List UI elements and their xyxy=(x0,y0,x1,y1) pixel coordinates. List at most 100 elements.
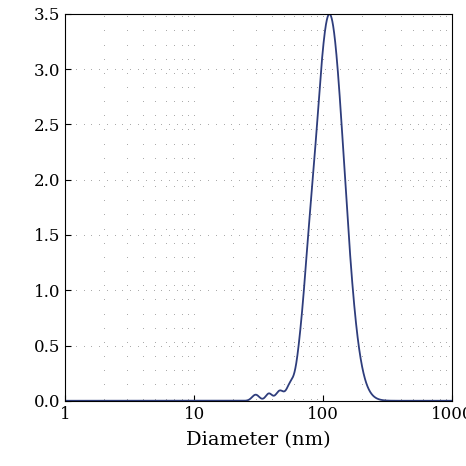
Point xyxy=(291,225,298,233)
Point xyxy=(173,397,181,404)
Point xyxy=(313,342,321,349)
Point xyxy=(178,211,185,218)
Point xyxy=(197,121,204,128)
Point xyxy=(319,197,327,204)
Point xyxy=(381,338,388,346)
Point xyxy=(442,338,450,346)
Point xyxy=(299,324,307,331)
Point xyxy=(142,121,150,128)
Point xyxy=(442,97,450,105)
Point xyxy=(381,182,388,190)
Point xyxy=(88,121,95,128)
Point xyxy=(191,211,198,218)
Point xyxy=(358,267,366,275)
Point xyxy=(151,168,159,176)
Point xyxy=(162,55,169,62)
Point xyxy=(299,352,307,360)
Point xyxy=(430,121,437,128)
Point xyxy=(119,342,126,349)
Point xyxy=(151,111,159,119)
Point xyxy=(448,111,456,119)
Point xyxy=(119,121,126,128)
Point xyxy=(178,83,185,91)
Point xyxy=(314,126,321,133)
Point xyxy=(414,121,422,128)
Point xyxy=(139,381,147,388)
Point xyxy=(111,176,118,184)
Point xyxy=(162,281,169,289)
Point xyxy=(299,310,307,317)
Point xyxy=(178,267,185,275)
Point xyxy=(139,211,147,218)
Point xyxy=(299,41,307,48)
Point xyxy=(178,253,185,260)
Point xyxy=(397,352,404,360)
Point xyxy=(358,168,366,176)
Point xyxy=(268,267,275,275)
Point xyxy=(259,66,266,73)
Point xyxy=(259,10,266,18)
Point xyxy=(381,111,388,119)
Point xyxy=(150,176,157,184)
Point xyxy=(397,281,404,289)
Point xyxy=(299,211,307,218)
Point xyxy=(229,182,237,190)
Point xyxy=(142,342,150,349)
Point xyxy=(410,225,417,233)
Point xyxy=(126,397,134,404)
Point xyxy=(281,395,288,402)
Point xyxy=(410,111,417,119)
Point xyxy=(299,83,307,91)
Point xyxy=(281,253,288,260)
Point xyxy=(319,41,327,48)
Point xyxy=(204,176,212,184)
Point xyxy=(319,366,327,374)
Point xyxy=(123,296,130,303)
Point xyxy=(344,231,352,239)
Point xyxy=(299,126,307,133)
Point xyxy=(268,69,275,76)
Point xyxy=(298,121,305,128)
Point xyxy=(185,324,192,331)
Point xyxy=(299,197,307,204)
Point xyxy=(171,211,178,218)
Point xyxy=(281,352,288,360)
Point xyxy=(134,176,142,184)
Point xyxy=(291,197,298,204)
Point xyxy=(445,287,453,294)
Point xyxy=(227,342,235,349)
Point xyxy=(313,231,321,239)
Point xyxy=(181,342,188,349)
Point xyxy=(185,97,192,105)
Point xyxy=(448,352,456,360)
Point xyxy=(173,342,181,349)
Point xyxy=(181,121,188,128)
Point xyxy=(229,352,237,360)
Point xyxy=(220,66,227,73)
Point xyxy=(358,324,366,331)
Point xyxy=(88,397,95,404)
Point xyxy=(282,121,289,128)
Point xyxy=(314,111,321,119)
Point xyxy=(181,66,188,73)
Point xyxy=(352,121,360,128)
Point xyxy=(314,83,321,91)
Point xyxy=(126,287,134,294)
Point xyxy=(428,55,436,62)
Point xyxy=(410,267,417,275)
Point xyxy=(397,55,404,62)
Point xyxy=(220,287,227,294)
Point xyxy=(428,395,436,402)
Point xyxy=(319,111,327,119)
Point xyxy=(111,121,118,128)
Point xyxy=(344,397,352,404)
Point xyxy=(291,366,298,374)
Point xyxy=(100,168,108,176)
Point xyxy=(442,366,450,374)
Point xyxy=(252,126,260,133)
Point xyxy=(62,69,69,76)
Point xyxy=(243,121,251,128)
Point xyxy=(191,267,198,275)
Point xyxy=(321,397,329,404)
Point xyxy=(171,41,178,48)
